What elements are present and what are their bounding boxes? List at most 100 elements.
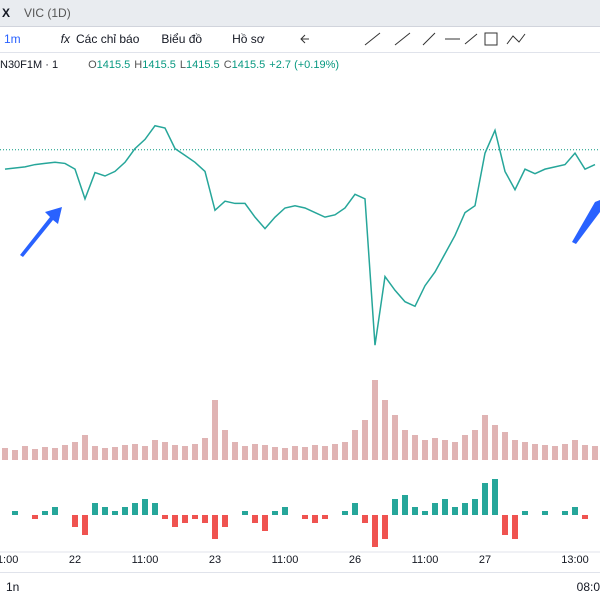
range[interactable]: 1n [6,580,20,594]
oscillator-bar [172,515,178,527]
volume-bar [332,444,338,460]
volume-bar [352,430,358,460]
interval[interactable]: 1m [4,32,21,46]
volume-bar [562,444,568,460]
oscillator-bar [312,515,318,523]
volume-bar [592,446,598,460]
drawing-tools[interactable] [295,29,535,49]
oscillator-bar [482,483,488,515]
x-tick-label: 11:00 [132,554,159,566]
tab-bar: X VIC (1D) [0,0,600,27]
x-tick-label: 11:00 [272,554,299,566]
oscillator-bar [192,515,198,519]
legend-item: 1415.5 [231,59,266,71]
chart-menu[interactable]: Biểu đồ [161,32,203,46]
oscillator-bar [252,515,258,523]
volume-bar [312,445,318,460]
ohlc: O1415.5 H1415.5 L1415.5 C1415.5 +2.7 (+0.19%… [88,59,339,71]
price-line [4,124,596,346]
volume-bar [232,442,238,460]
volume-bar [322,446,328,460]
volume-bar [72,442,78,460]
legend-item: +2.7 (+0.19%) [269,59,340,71]
volume-bar [442,440,448,460]
oscillator-bar [522,511,528,515]
volume-bar [262,445,268,460]
volume-bar [252,444,258,460]
volume-bar [572,440,578,460]
tab-title[interactable]: VIC (1D) [24,6,71,20]
volume-bar [422,440,428,460]
volume-bar [282,448,288,460]
volume-bar [372,380,378,460]
volume-bar [132,444,138,460]
oscillator-bar [562,511,568,515]
volume-bar [522,442,528,460]
profile-menu[interactable]: Hồ sơ [232,32,265,46]
toolbar: 1m fx Các chỉ báo Biểu đồ Hồ sơ [0,26,600,53]
x-tick-label: 27 [479,554,491,566]
oscillator-bar [372,515,378,547]
volume-bar [52,448,58,460]
x-tick-label: 13:00 [561,554,589,566]
volume-bar [542,445,548,460]
volume-bar [122,445,128,460]
oscillator-bar [382,515,388,539]
volume-bar [402,430,408,460]
legend-item: H [134,59,143,71]
volume-bar [362,420,368,460]
volume-bar [382,400,388,460]
oscillator-bar [102,507,108,515]
oscillator-bar [162,515,168,519]
volume-bar [162,442,168,460]
volume-bar [102,448,108,460]
legend-item: 1415.5 [96,59,131,71]
oscillator-bar [322,515,328,519]
oscillator-bar [12,511,18,515]
volume-bar [242,446,248,460]
fx-icon: fx [60,32,71,46]
oscillator-bar [302,515,308,519]
symbol: N30F1M · 1 [0,59,59,71]
volume-bar [582,445,588,460]
oscillator-bar [82,515,88,535]
oscillator-bar [352,503,358,515]
legend: N30F1M · 1 O1415.5 H1415.5 L1415.5 C1415.5 +… [0,56,600,74]
volume-bar [392,415,398,460]
indicators[interactable]: Các chỉ báo [76,32,140,46]
oscillator-bar [52,507,58,515]
oscillator-bar [492,479,498,515]
volume-bar [92,446,98,460]
legend-item: 1415.5 [186,59,220,71]
oscillator-bar [402,495,408,515]
oscillator-bar [512,515,518,539]
oscillator-bar [412,507,418,515]
volume-bar [212,400,218,460]
oscillator-bar [362,515,368,523]
volume-bar [172,445,178,460]
close-tab[interactable]: X [2,6,11,20]
oscillator-bar [182,515,188,523]
oscillator-bar [462,503,468,515]
oscillator-bar [262,515,268,531]
volume-bar [192,444,198,460]
x-tick-label: 23 [209,554,221,566]
volume-bar [462,435,468,460]
legend-item: 1415.5 [142,59,176,71]
volume-bar [302,447,308,460]
oscillator-bar [72,515,78,527]
x-tick-label: 11:00 [412,554,439,566]
legend-item: O [88,59,97,71]
volume-bar [112,447,118,460]
oscillator-bar [432,503,438,515]
oscillator-bar [32,515,38,519]
legend-item: L [179,59,187,71]
volume-bar [12,450,18,460]
volume-bar [452,442,458,460]
oscillator-bar [542,511,548,515]
volume-bar [142,446,148,460]
volume-bar [2,448,8,460]
oscillator-bar [212,515,218,539]
oscillator-bar [472,499,478,515]
